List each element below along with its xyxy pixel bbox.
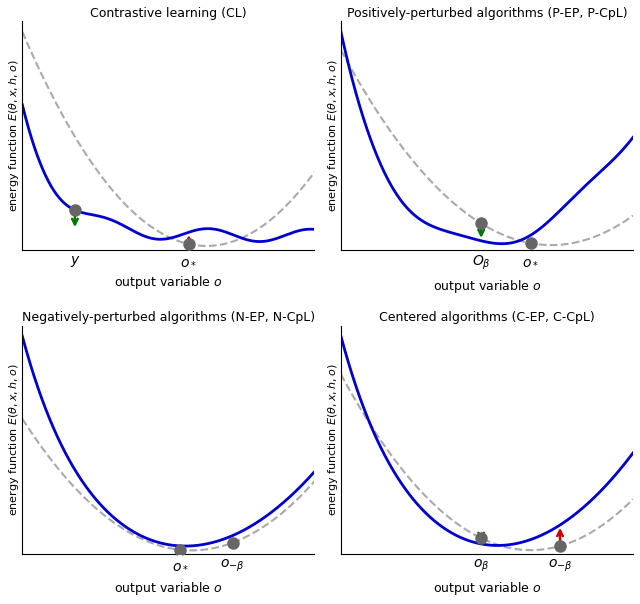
X-axis label: output variable $o$: output variable $o$	[433, 278, 541, 295]
Title: Centered algorithms (C-EP, C-CpL): Centered algorithms (C-EP, C-CpL)	[379, 311, 595, 324]
Title: Contrastive learning (CL): Contrastive learning (CL)	[90, 7, 246, 20]
X-axis label: output variable $o$: output variable $o$	[433, 580, 541, 597]
Y-axis label: energy function $E(\theta, x, h, o)$: energy function $E(\theta, x, h, o)$	[326, 59, 340, 211]
X-axis label: output variable $o$: output variable $o$	[114, 274, 223, 291]
Y-axis label: energy function $E(\theta, x, h, o)$: energy function $E(\theta, x, h, o)$	[7, 59, 21, 211]
Title: Positively-perturbed algorithms (P-EP, P-CpL): Positively-perturbed algorithms (P-EP, P…	[347, 7, 627, 20]
X-axis label: output variable $o$: output variable $o$	[114, 580, 223, 597]
Y-axis label: energy function $E(\theta, x, h, o)$: energy function $E(\theta, x, h, o)$	[7, 364, 21, 516]
Title: Negatively-perturbed algorithms (N-EP, N-CpL): Negatively-perturbed algorithms (N-EP, N…	[22, 311, 315, 324]
Y-axis label: energy function $E(\theta, x, h, o)$: energy function $E(\theta, x, h, o)$	[326, 364, 340, 516]
